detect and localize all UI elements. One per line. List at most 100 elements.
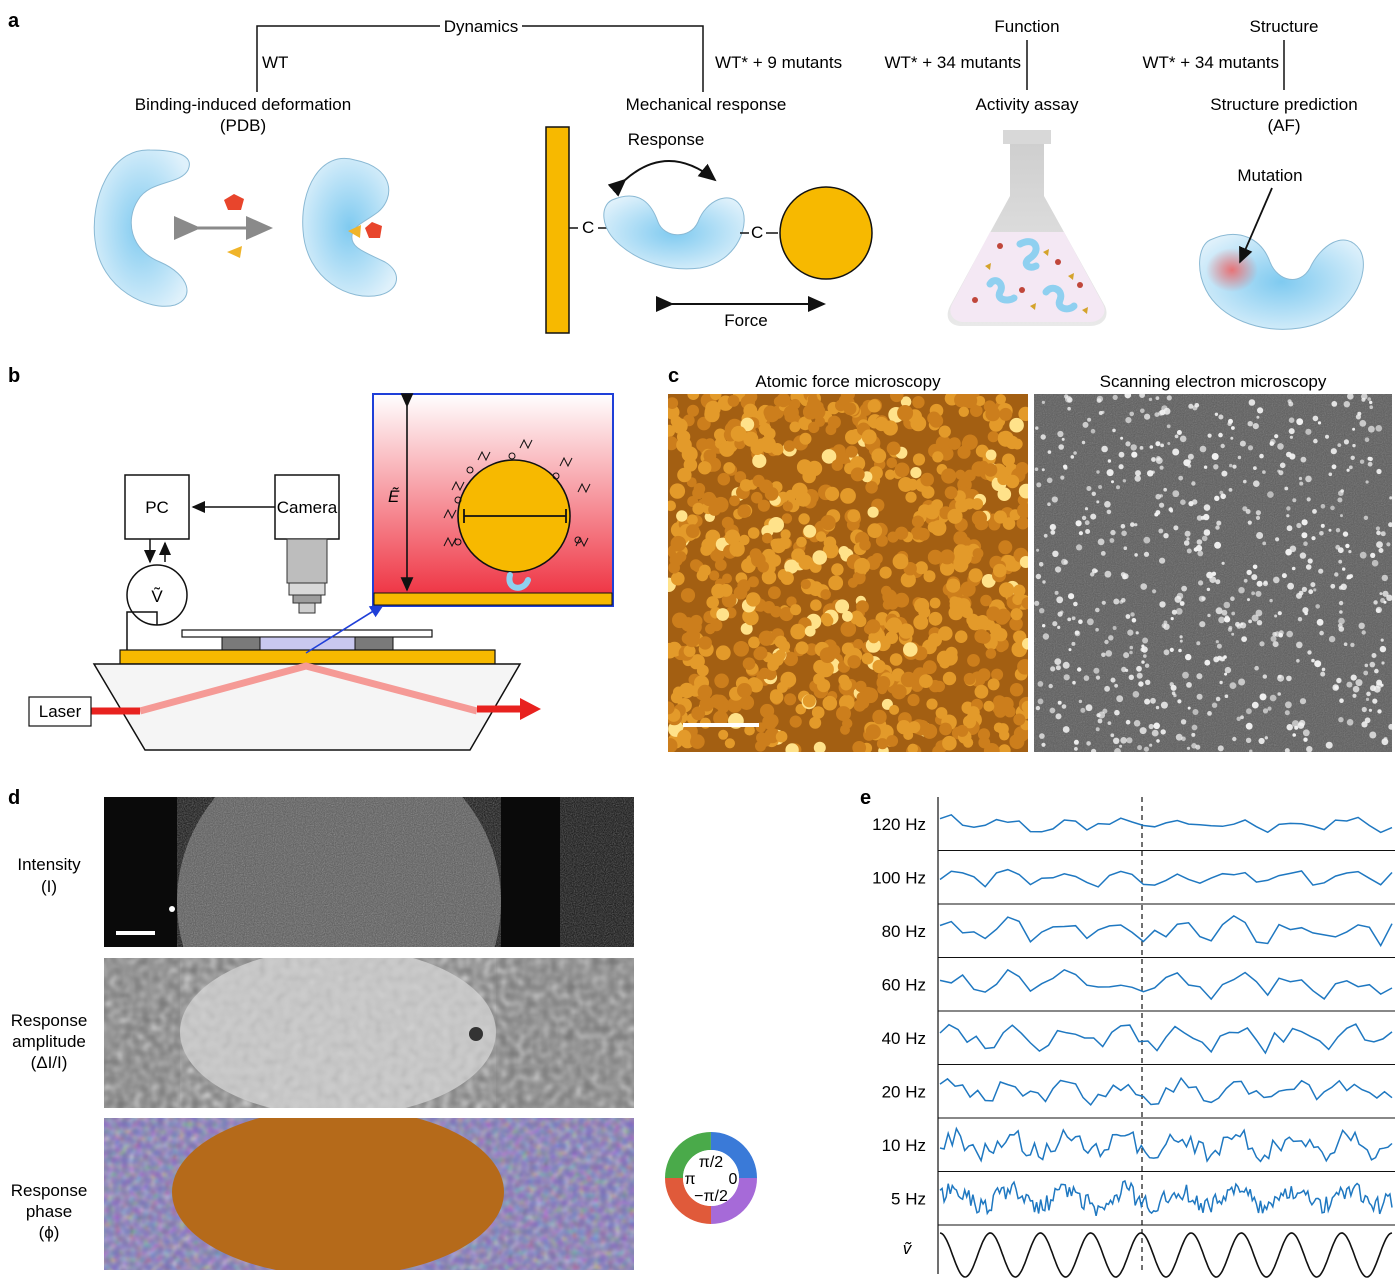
afm-particle bbox=[867, 399, 881, 413]
afm-particle bbox=[907, 693, 920, 707]
afm-particle bbox=[784, 559, 799, 574]
afm-particle bbox=[886, 617, 903, 634]
sem-particle bbox=[1076, 544, 1083, 551]
trace-line bbox=[939, 914, 1393, 948]
afm-particle bbox=[813, 741, 826, 752]
afm-particle bbox=[740, 622, 753, 635]
afm-particle bbox=[963, 672, 976, 685]
afm-particle bbox=[900, 671, 917, 688]
sem-particle bbox=[1218, 432, 1223, 438]
sem-particle bbox=[1373, 600, 1378, 605]
afm-particle bbox=[916, 646, 928, 659]
sem-particle bbox=[1187, 706, 1191, 710]
sem-particle bbox=[1248, 399, 1256, 406]
sem-particle bbox=[1118, 464, 1124, 470]
afm-particle bbox=[981, 574, 996, 588]
sem-particle bbox=[1101, 652, 1106, 658]
afm-particle bbox=[967, 654, 980, 667]
sem-particle bbox=[1343, 401, 1351, 408]
afm-particle bbox=[799, 432, 812, 445]
sem-particle bbox=[1286, 451, 1292, 458]
sem-particle bbox=[1176, 430, 1182, 435]
sem-particle bbox=[1083, 675, 1090, 681]
sem-particle bbox=[1224, 615, 1229, 620]
sem-particle bbox=[1054, 658, 1062, 665]
afm-particle bbox=[998, 582, 1015, 598]
sem-particle bbox=[1108, 635, 1114, 641]
afm-particle bbox=[757, 499, 771, 512]
sem-particle bbox=[1149, 743, 1153, 747]
sem-particle bbox=[1192, 709, 1199, 715]
sem-particle bbox=[1371, 653, 1377, 658]
sem-particle bbox=[1232, 464, 1237, 469]
sem-particle bbox=[1128, 674, 1135, 680]
sem-particle bbox=[1091, 491, 1097, 496]
reference-sine bbox=[939, 1232, 1393, 1278]
sem-particle bbox=[1274, 614, 1278, 618]
sem-particle bbox=[1087, 618, 1094, 626]
afm-particle bbox=[1002, 453, 1015, 467]
sem-particle bbox=[1373, 685, 1381, 693]
sem-particle bbox=[1035, 573, 1042, 580]
afm-particle bbox=[953, 544, 969, 560]
afm-particle bbox=[900, 572, 916, 588]
afm-particle bbox=[783, 651, 798, 667]
sem-particle bbox=[1273, 576, 1280, 584]
sem-particle bbox=[1288, 401, 1294, 407]
sem-particle bbox=[1317, 421, 1322, 425]
sem-particle bbox=[1255, 515, 1261, 521]
afm-particle bbox=[939, 549, 955, 565]
sem-particle bbox=[1192, 405, 1198, 411]
sem-particle bbox=[1129, 650, 1133, 655]
afm-particle bbox=[840, 621, 857, 637]
sem-particle bbox=[1073, 739, 1079, 745]
sem-particle bbox=[1214, 541, 1222, 549]
sem-particle bbox=[1179, 639, 1183, 643]
sem-particle bbox=[1090, 513, 1097, 520]
amplitude-image bbox=[104, 958, 634, 1108]
panel-a: a Dynamics WT WT* + 9 mutants Binding-in… bbox=[8, 10, 1364, 334]
sem-particle bbox=[1361, 706, 1367, 713]
afm-particle bbox=[822, 695, 838, 711]
sem-particle bbox=[1211, 453, 1219, 460]
sem-particle bbox=[1284, 710, 1290, 716]
phase-color-wheel: π/2 π 0 −π/2 bbox=[665, 1132, 757, 1224]
afm-particle bbox=[967, 706, 980, 719]
sem-particle bbox=[1113, 598, 1120, 605]
sem-particle bbox=[1352, 427, 1356, 431]
afm-particle bbox=[997, 698, 1012, 713]
afm-particle bbox=[796, 536, 807, 548]
phase-zero: 0 bbox=[729, 1171, 738, 1188]
sem-particle bbox=[1316, 618, 1324, 626]
sem-particle bbox=[1301, 586, 1307, 593]
sem-particle bbox=[1220, 443, 1225, 449]
afm-particle bbox=[905, 491, 917, 503]
afm-particle bbox=[825, 424, 837, 436]
afm-particle bbox=[1012, 594, 1024, 605]
sem-particle bbox=[1267, 706, 1272, 711]
afm-particle bbox=[855, 680, 867, 693]
sem-particle bbox=[1167, 442, 1171, 445]
afm-particle bbox=[940, 561, 955, 576]
afm-particle bbox=[727, 395, 740, 407]
sem-particle bbox=[1328, 472, 1333, 477]
afm-particle bbox=[669, 483, 686, 499]
afm-particle bbox=[704, 438, 716, 449]
panel-b: b PC Camera Ṽ Laser bbox=[8, 365, 614, 751]
sem-particle bbox=[1179, 635, 1183, 639]
sem-particle bbox=[1320, 523, 1325, 528]
sem-particle bbox=[1193, 547, 1199, 552]
sem-particle bbox=[1144, 413, 1151, 420]
afm-particle bbox=[938, 425, 951, 438]
sem-particle bbox=[1071, 641, 1076, 646]
sem-particle bbox=[1169, 509, 1174, 513]
sem-particle bbox=[1238, 678, 1246, 686]
sem-particle bbox=[1105, 650, 1113, 657]
sem-particle bbox=[1148, 397, 1153, 402]
afm-particle bbox=[908, 721, 921, 734]
sem-particle bbox=[1259, 693, 1267, 701]
sem-particle bbox=[1364, 717, 1371, 724]
sem-particle bbox=[1144, 698, 1151, 705]
sem-particle bbox=[1187, 453, 1194, 460]
sem-particle bbox=[1065, 395, 1072, 403]
